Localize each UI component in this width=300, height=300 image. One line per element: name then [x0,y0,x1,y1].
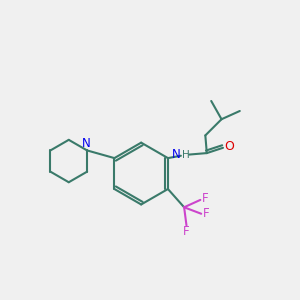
Text: H: H [182,150,190,160]
Text: F: F [202,192,209,205]
Text: O: O [224,140,234,153]
Text: N: N [82,136,91,150]
Text: F: F [203,207,210,220]
Text: F: F [183,225,190,238]
Text: N: N [172,148,181,161]
